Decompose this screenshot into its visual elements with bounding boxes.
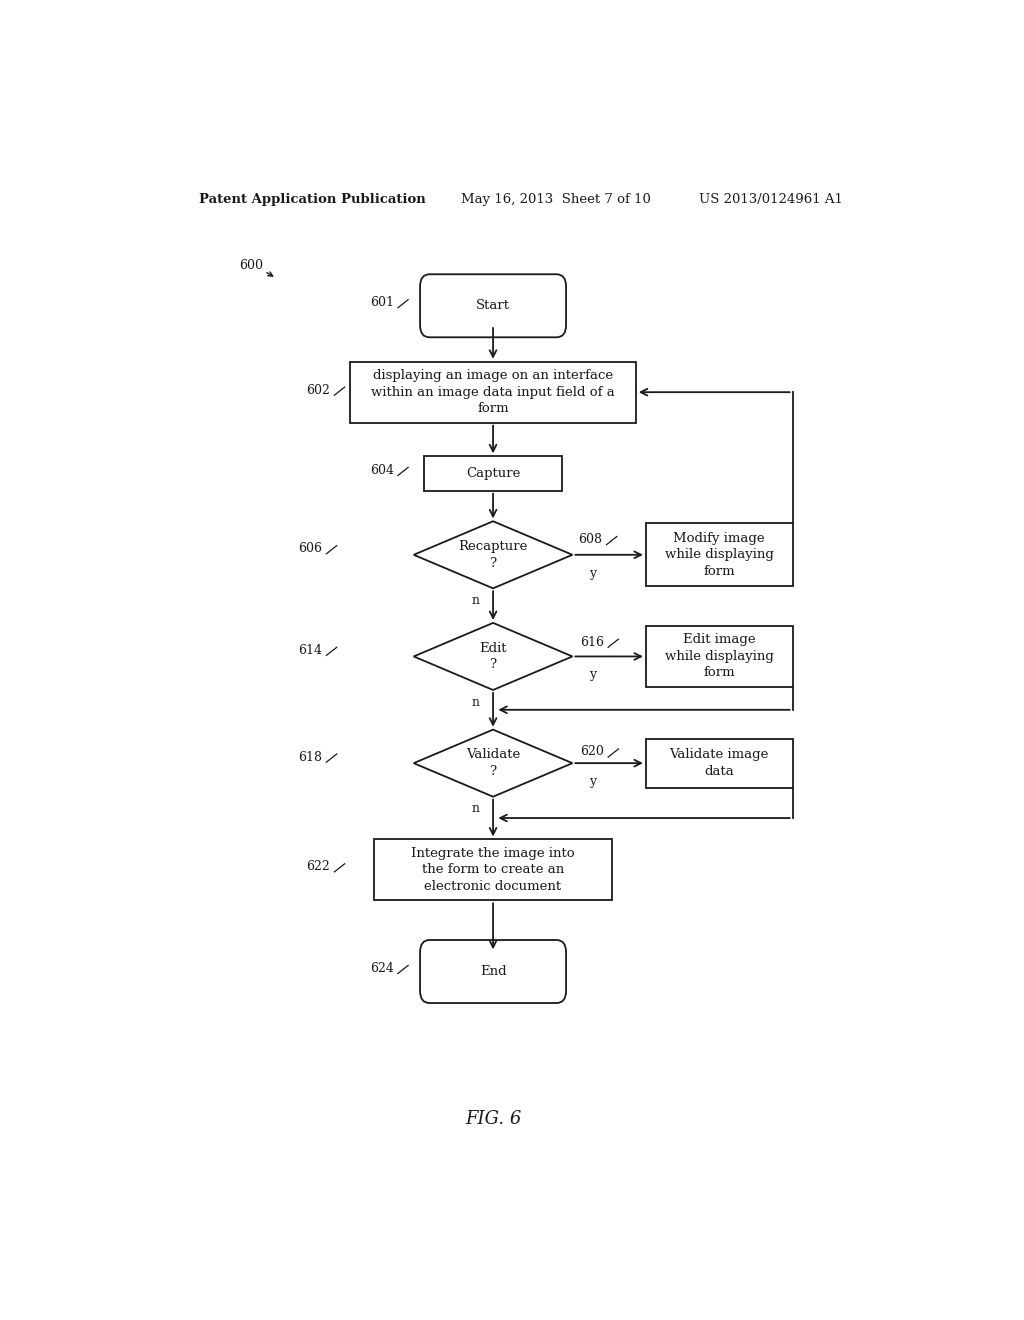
Text: displaying an image on an interface
within an image data input field of a
form: displaying an image on an interface with… xyxy=(371,370,615,416)
Text: 608: 608 xyxy=(579,533,602,546)
Text: y: y xyxy=(589,668,596,681)
Text: n: n xyxy=(472,696,479,709)
Text: 614: 614 xyxy=(298,644,323,657)
Text: End: End xyxy=(479,965,507,978)
Text: n: n xyxy=(472,803,479,816)
Text: Integrate the image into
the form to create an
electronic document: Integrate the image into the form to cre… xyxy=(412,847,574,892)
Text: Modify image
while displaying
form: Modify image while displaying form xyxy=(665,532,774,578)
Text: Patent Application Publication: Patent Application Publication xyxy=(200,193,426,206)
Bar xyxy=(350,362,636,422)
Text: Edit image
while displaying
form: Edit image while displaying form xyxy=(665,634,774,680)
Text: 604: 604 xyxy=(370,463,394,477)
Text: 618: 618 xyxy=(298,751,323,763)
Text: y: y xyxy=(589,566,596,579)
Text: May 16, 2013  Sheet 7 of 10: May 16, 2013 Sheet 7 of 10 xyxy=(461,193,651,206)
Text: 616: 616 xyxy=(581,636,604,648)
Text: 602: 602 xyxy=(306,384,331,396)
Bar xyxy=(646,523,793,586)
Polygon shape xyxy=(414,521,572,589)
Text: 600: 600 xyxy=(239,259,263,272)
Bar xyxy=(646,626,793,686)
FancyBboxPatch shape xyxy=(420,275,566,338)
Bar xyxy=(424,457,562,491)
Polygon shape xyxy=(414,623,572,690)
Bar xyxy=(374,840,612,900)
Text: 606: 606 xyxy=(298,543,323,556)
Text: Validate image
data: Validate image data xyxy=(670,748,769,777)
Text: 620: 620 xyxy=(581,746,604,759)
Text: Start: Start xyxy=(476,300,510,313)
Bar xyxy=(646,739,793,788)
Text: 624: 624 xyxy=(370,962,394,975)
FancyBboxPatch shape xyxy=(420,940,566,1003)
Text: US 2013/0124961 A1: US 2013/0124961 A1 xyxy=(699,193,844,206)
Text: Edit
?: Edit ? xyxy=(479,642,507,671)
Text: Capture: Capture xyxy=(466,467,520,480)
Text: y: y xyxy=(589,775,596,788)
Text: FIG. 6: FIG. 6 xyxy=(465,1110,521,1127)
Text: 622: 622 xyxy=(306,861,331,874)
Text: Recapture
?: Recapture ? xyxy=(459,540,527,569)
Text: Validate
?: Validate ? xyxy=(466,748,520,777)
Text: n: n xyxy=(472,594,479,607)
Polygon shape xyxy=(414,730,572,797)
Text: 601: 601 xyxy=(370,296,394,309)
